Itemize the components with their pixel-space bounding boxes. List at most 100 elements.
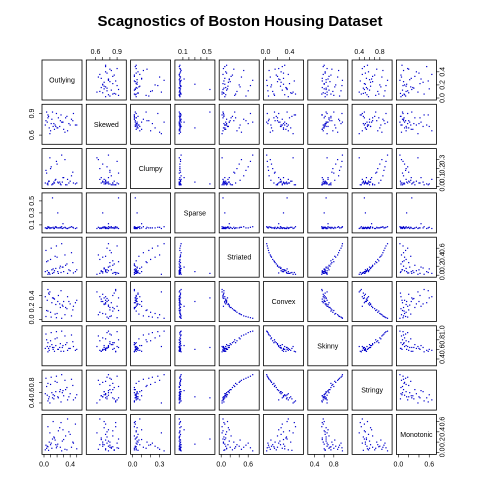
data-point [401,94,404,96]
data-point [46,227,48,230]
data-point [136,427,138,429]
panel-clumpy-vs-skewed [85,148,127,190]
data-point [64,254,66,256]
data-point [159,131,161,133]
data-point [385,331,387,333]
data-point [340,316,342,318]
data-point [279,85,282,87]
data-point [134,349,136,351]
data-point [328,447,330,449]
data-point [423,288,425,291]
data-point [400,379,403,381]
data-point [209,272,211,274]
data-point [362,297,364,300]
data-point [267,120,270,122]
data-point [234,339,236,341]
data-point [405,340,407,342]
data-point [325,266,327,268]
variable-label-striated: Striated [227,255,251,262]
data-point [245,377,247,379]
data-point [102,381,104,383]
data-point [278,223,280,225]
data-point [49,444,52,446]
data-point [53,122,55,125]
data-point [325,183,327,185]
data-point [363,297,365,299]
data-point [369,85,372,87]
data-point [222,305,225,307]
data-point [231,115,234,117]
data-point [245,444,247,446]
data-point [224,423,226,425]
data-point [284,445,286,447]
data-point [179,83,181,85]
data-point [369,178,372,180]
data-point [221,345,223,348]
data-point [70,118,73,120]
data-point [69,226,71,228]
data-point [99,178,101,180]
data-point [239,124,241,126]
data-point [366,88,369,90]
variable-label-clumpy: Clumpy [139,166,163,173]
data-point [135,396,137,398]
data-point [135,227,137,229]
data-point [72,120,74,122]
data-point [68,227,70,229]
data-point [364,92,367,94]
data-point [96,432,98,434]
data-point [369,227,372,229]
data-point [363,197,365,199]
data-point [104,313,107,315]
data-point [223,114,225,116]
data-point [223,347,225,350]
data-point [325,125,327,128]
data-point [223,80,225,82]
data-point [364,443,367,445]
data-point [100,227,102,230]
data-point [414,344,416,346]
data-point [405,377,407,379]
data-point [381,254,383,256]
data-point [326,121,328,123]
data-point [363,117,365,119]
data-point [96,291,98,293]
data-point [224,127,226,129]
data-point [326,112,328,115]
data-point [157,112,159,115]
data-point [323,420,325,423]
data-point [179,262,182,264]
data-point [407,166,409,168]
data-point [323,448,325,450]
data-point [134,197,136,199]
x-tick-label-striated: 0.0 [216,461,226,468]
data-point [370,429,373,431]
data-point [229,120,231,122]
data-point [163,450,165,452]
x-tick-label-convex: 0.4 [285,49,295,56]
data-point [102,163,104,165]
data-point [372,265,374,267]
data-point [106,431,108,433]
data-point [405,344,407,347]
data-point [139,391,141,393]
data-point [321,184,323,186]
data-point [272,168,274,170]
data-point [240,448,243,450]
data-point [333,111,335,113]
data-point [102,443,104,445]
data-point [365,350,368,352]
data-point [366,269,369,271]
data-point [179,350,181,352]
data-point [329,120,331,122]
data-point [381,76,383,78]
data-point [224,212,226,214]
data-point [411,397,413,399]
data-point [138,338,140,340]
data-point [323,83,325,85]
panel-stringy-vs-skinny [307,369,349,411]
data-point [99,296,101,298]
data-point [287,449,289,451]
data-point [340,166,342,168]
data-point [323,268,325,270]
